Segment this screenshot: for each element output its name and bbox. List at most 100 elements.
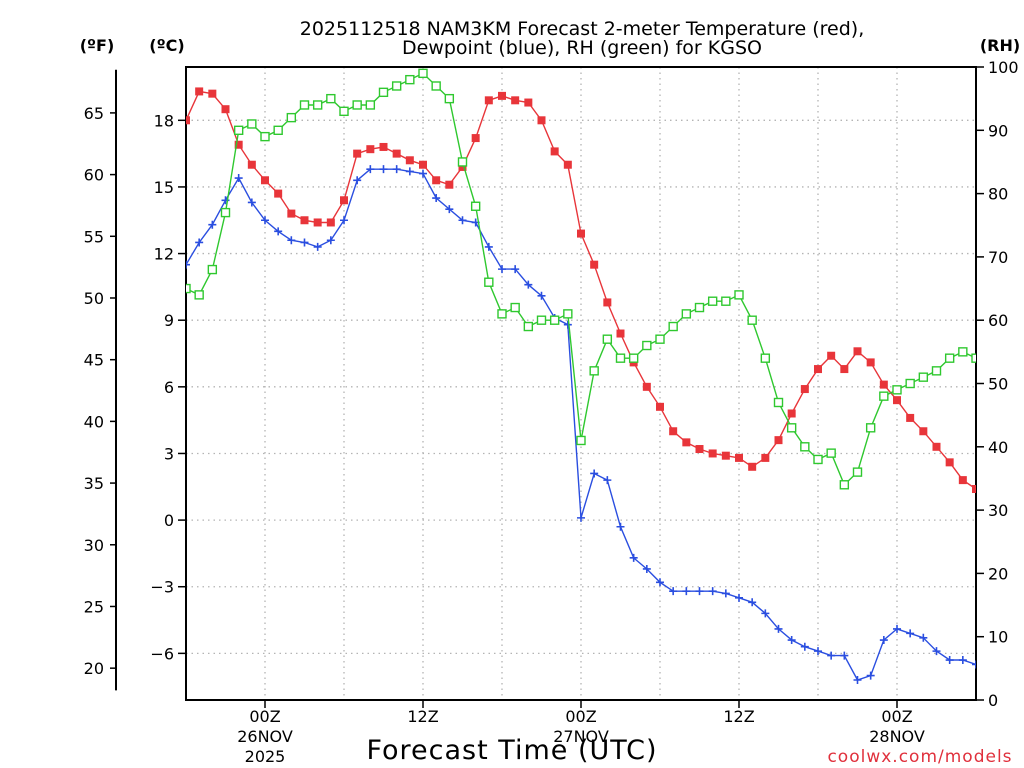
series-2-point bbox=[655, 334, 665, 344]
x-tick-label: 00Z bbox=[881, 707, 912, 726]
rh-tick-label: 50 bbox=[988, 375, 1008, 394]
celsius-tick-label: 12 bbox=[154, 245, 174, 264]
series-1-point bbox=[234, 174, 243, 183]
series-1-point bbox=[814, 647, 822, 656]
fahrenheit-tick-label: 20 bbox=[84, 659, 104, 678]
celsius-tick-label: 3 bbox=[164, 444, 174, 463]
series-1-point bbox=[419, 169, 427, 178]
series-1-point bbox=[721, 589, 730, 598]
series-2-point bbox=[405, 74, 415, 85]
series-0-point bbox=[313, 218, 322, 227]
series-1-point bbox=[247, 198, 256, 207]
series-0-point bbox=[972, 485, 976, 493]
rh-tick-label: 10 bbox=[988, 628, 1008, 647]
series-1-point bbox=[906, 629, 915, 638]
series-2-point bbox=[378, 87, 389, 98]
series-2-point bbox=[299, 100, 310, 110]
series-2-point bbox=[418, 68, 428, 79]
x-tick-label: 00Z bbox=[249, 707, 280, 726]
series-1-point bbox=[577, 513, 585, 522]
series-1-point bbox=[879, 636, 888, 645]
series-1-point bbox=[945, 656, 954, 665]
series-0-point bbox=[774, 436, 783, 445]
series-0-point bbox=[932, 442, 941, 451]
series-0-point bbox=[866, 358, 875, 367]
series-2-point bbox=[186, 283, 191, 294]
series-2-group bbox=[186, 68, 976, 490]
series-0-point bbox=[879, 380, 888, 389]
series-2-point bbox=[286, 112, 297, 123]
fahrenheit-tick-label: 65 bbox=[84, 104, 104, 123]
series-0-point bbox=[906, 413, 915, 422]
series-2-point bbox=[576, 435, 586, 446]
celsius-tick-label: −3 bbox=[150, 578, 174, 597]
series-1-point bbox=[682, 587, 691, 596]
series-0-point bbox=[735, 453, 743, 462]
series-1-point bbox=[603, 476, 612, 485]
series-0-point bbox=[656, 402, 664, 411]
fahrenheit-tick-label: 60 bbox=[84, 166, 104, 185]
series-0-point bbox=[340, 196, 348, 205]
series-1-point bbox=[642, 564, 651, 573]
series-0-point bbox=[221, 105, 230, 114]
series-2-point bbox=[944, 353, 955, 363]
series-2-point bbox=[273, 125, 283, 136]
series-1-point bbox=[313, 242, 322, 251]
series-0-point bbox=[379, 142, 388, 151]
series-1-point bbox=[379, 165, 388, 174]
series-1-point bbox=[340, 216, 348, 225]
series-1-point bbox=[195, 238, 204, 247]
series-2-point bbox=[905, 378, 915, 389]
series-1-point bbox=[787, 636, 796, 645]
series-1-point bbox=[669, 587, 678, 596]
series-0-point bbox=[287, 209, 296, 218]
series-2-point bbox=[918, 372, 929, 382]
series-2-point bbox=[510, 302, 520, 313]
series-2-point bbox=[668, 321, 678, 332]
series-2-point bbox=[497, 309, 507, 319]
series-0-point bbox=[853, 347, 862, 356]
series-1-point bbox=[590, 469, 599, 478]
celsius-tick-label: 18 bbox=[154, 111, 174, 130]
rh-tick-label: 70 bbox=[988, 248, 1008, 267]
x-tick-date: 26NOV bbox=[237, 727, 293, 746]
series-1-point bbox=[511, 265, 520, 274]
series-0-point bbox=[405, 156, 414, 165]
series-0-point bbox=[445, 180, 454, 189]
series-1-point bbox=[735, 593, 743, 602]
x-tick-date: 27NOV bbox=[553, 727, 609, 746]
series-0-point bbox=[195, 87, 204, 96]
series-1-point bbox=[261, 216, 269, 225]
series-2-point bbox=[312, 100, 323, 110]
series-0-point bbox=[748, 462, 757, 471]
credit-label: coolwx.com/models bbox=[827, 747, 1012, 767]
series-2-point bbox=[707, 296, 718, 306]
series-0-point bbox=[577, 229, 585, 238]
series-0-point bbox=[563, 160, 572, 169]
series-0-point bbox=[616, 329, 625, 338]
series-2-point bbox=[694, 302, 705, 313]
series-1-point bbox=[432, 194, 441, 203]
rh-tick-label: 30 bbox=[988, 501, 1008, 520]
series-1-point bbox=[708, 587, 717, 596]
series-1-line bbox=[186, 168, 976, 681]
series-1-point bbox=[366, 165, 375, 174]
series-2-point bbox=[339, 106, 349, 117]
x-tick-label: 00Z bbox=[565, 707, 596, 726]
series-0-point bbox=[366, 145, 375, 154]
series-0-point bbox=[945, 458, 954, 467]
series-2-point bbox=[721, 296, 731, 306]
x-tick-label: 12Z bbox=[407, 707, 438, 726]
series-0-point bbox=[840, 365, 849, 374]
series-0-point bbox=[669, 427, 678, 436]
series-1-point bbox=[563, 320, 572, 329]
series-0-point bbox=[893, 396, 901, 405]
series-2-point bbox=[589, 366, 599, 376]
series-0-point bbox=[695, 445, 704, 454]
series-1-point bbox=[274, 227, 283, 236]
series-0-point bbox=[550, 147, 559, 156]
series-0-point bbox=[484, 96, 493, 105]
x-tick-date: 28NOV bbox=[869, 727, 925, 746]
rh-tick-label: 20 bbox=[988, 564, 1008, 583]
series-0-point bbox=[208, 89, 217, 98]
